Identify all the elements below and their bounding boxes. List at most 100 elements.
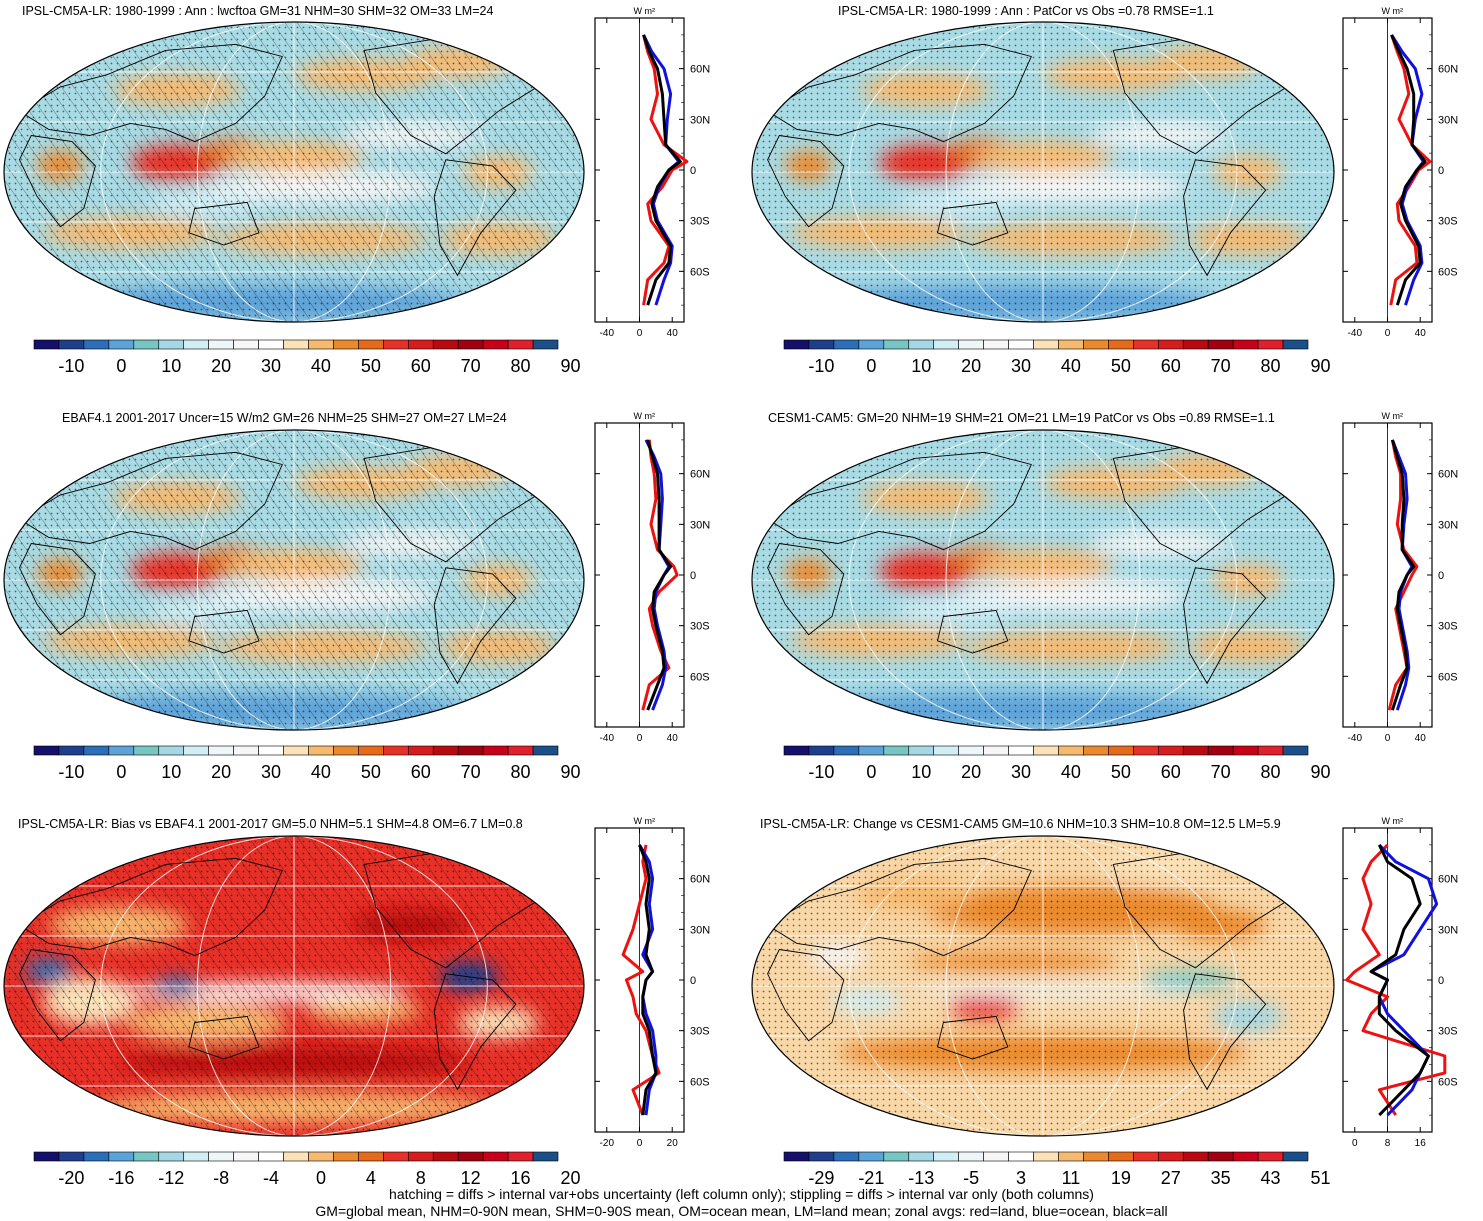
colorbar-tick-label: -21: [858, 1168, 884, 1188]
colorbar-swatch: [407, 1151, 434, 1162]
colorbar: -10 0 10 20 30 40 50 60 70 80 90: [783, 745, 1330, 786]
colorbar-swatch: [958, 745, 984, 756]
colorbar-tick-label: 35: [1211, 1168, 1231, 1188]
colorbar-tick-label: 30: [261, 356, 281, 376]
continent-outline: [766, 857, 1032, 957]
world-map: [750, 834, 1336, 1138]
colorbar-swatch: [833, 1151, 860, 1162]
colorbar-swatch: [183, 1151, 209, 1162]
world-map: [2, 428, 586, 732]
colorbar-swatch: [1257, 339, 1284, 350]
colorbar-swatch: [58, 1151, 85, 1162]
colorbar-swatch: [407, 339, 434, 350]
colorbar-tick-label: 40: [311, 356, 331, 376]
panel-title: IPSL-CM5A-LR: 1980-1999 : Ann : lwcftoa …: [22, 4, 494, 18]
map-svg: [3, 835, 585, 1137]
continent-outline: [936, 1015, 1009, 1060]
profile-svg: W m² -40 0 40 60N 30N 0 30S 60S: [1342, 411, 1458, 744]
all-zonal-mean-line: [638, 844, 658, 1116]
colorbar-swatch: [482, 745, 509, 756]
colorbar-swatch: [383, 745, 409, 756]
profile-unit-label: W m²: [1382, 6, 1404, 16]
continent-outline: [1183, 159, 1267, 277]
colorbar-swatch: [1133, 1151, 1159, 1162]
colorbar-swatch: [507, 1151, 534, 1162]
colorbar-swatch: [83, 339, 110, 350]
colorbar-tick-label: 60: [1161, 762, 1181, 782]
graticule: [752, 22, 1334, 322]
latitude-tick-label: 30S: [1438, 216, 1458, 228]
colorbar-tick-label: 70: [1211, 356, 1231, 376]
land-zonal-mean-line: [1345, 843, 1447, 1116]
colorbar-swatch: [1033, 339, 1059, 350]
latitude-tick-label: 30S: [1438, 1026, 1458, 1038]
colorbar-swatch: [258, 745, 284, 756]
graticule: [752, 430, 1334, 730]
colorbar-swatch: [33, 745, 60, 756]
colorbar-tick-label: 90: [560, 762, 580, 782]
all-zonal-mean-line: [1390, 439, 1416, 711]
colorbar-tick-label: 70: [461, 356, 481, 376]
colorbar-swatch: [158, 745, 185, 756]
colorbar-swatch: [283, 339, 309, 350]
world-map: [750, 428, 1336, 732]
colorbar-swatch: [482, 1151, 509, 1162]
colorbar-swatch: [833, 745, 860, 756]
colorbar-tick-label: -8: [213, 1168, 229, 1188]
colorbar-tick-label: 40: [1061, 356, 1081, 376]
panel-title: IPSL-CM5A-LR: 1980-1999 : Ann : PatCor v…: [838, 4, 1214, 18]
colorbar-swatch: [258, 339, 284, 350]
colorbar-swatch: [58, 339, 85, 350]
panel-title: CESM1-CAM5: GM=20 NHM=19 SHM=21 OM=21 LM…: [768, 411, 1275, 425]
colorbar-swatch: [158, 339, 185, 350]
colorbar-tick-label: 0: [116, 762, 126, 782]
latitude-tick-label: 60N: [1438, 64, 1458, 76]
continent-outline: [188, 609, 260, 654]
colorbar-swatch: [108, 1151, 135, 1162]
map-svg: [3, 429, 585, 731]
colorbar: -10 0 10 20 30 40 50 60 70 80 90: [783, 339, 1330, 380]
profile-svg: W m² -20 0 20 60N 30N 0 30S 60S: [594, 816, 710, 1149]
colorbar-swatch: [983, 1151, 1009, 1162]
map-svg: [751, 835, 1335, 1137]
colorbar-swatch: [532, 745, 559, 756]
colorbar-swatch: [108, 745, 135, 756]
latitude-tick-label: 60S: [690, 671, 710, 683]
latitude-tick-label: 30N: [690, 924, 710, 936]
profile-unit-label: W m²: [634, 816, 656, 826]
colorbar-swatch: [808, 339, 835, 350]
profile-x-tick-label: 40: [1415, 733, 1427, 744]
latitude-tick-label: 30N: [1438, 114, 1458, 126]
profile-x-tick-label: 20: [667, 1138, 679, 1149]
profile-x-tick-label: 0: [637, 733, 643, 744]
colorbar-swatch: [108, 339, 135, 350]
latitude-tick-label: 30N: [1438, 519, 1458, 531]
profile-unit-label: W m²: [634, 411, 656, 421]
colorbar-swatch: [83, 1151, 110, 1162]
latitude-tick-label: 0: [690, 975, 696, 987]
continent-outline: [18, 451, 283, 551]
colorbar-tick-label: 10: [161, 762, 181, 782]
colorbar-swatch: [1008, 1151, 1034, 1162]
colorbar-tick-label: 50: [1111, 356, 1131, 376]
colorbar: -10 0 10 20 30 40 50 60 70 80 90: [33, 745, 580, 786]
colorbar-tick-label: 40: [1061, 762, 1081, 782]
colorbar-swatch: [457, 339, 484, 350]
colorbar-swatch: [958, 1151, 984, 1162]
colorbar-swatch: [308, 1151, 334, 1162]
colorbar-swatch: [33, 339, 60, 350]
continent-outline: [767, 135, 845, 228]
colorbar-tick-label: 11: [1062, 1168, 1081, 1188]
colorbar-tick-label: 0: [116, 356, 126, 376]
colorbar-tick-label: 60: [411, 356, 431, 376]
colorbar-tick-label: 12: [461, 1168, 481, 1188]
profile-x-tick-label: 0: [1385, 733, 1391, 744]
all-zonal-mean-line: [1369, 844, 1430, 1117]
profile-x-tick-label: -40: [1348, 328, 1363, 339]
latitude-tick-label: 60S: [690, 1076, 710, 1088]
colorbar-tick-label: 10: [161, 356, 181, 376]
world-map: [750, 20, 1336, 324]
caption-line-2: GM=global mean, NHM=0-90N mean, SHM=0-90…: [315, 1203, 1168, 1219]
colorbar-swatch: [1133, 745, 1159, 756]
colorbar-swatch: [1033, 1151, 1059, 1162]
